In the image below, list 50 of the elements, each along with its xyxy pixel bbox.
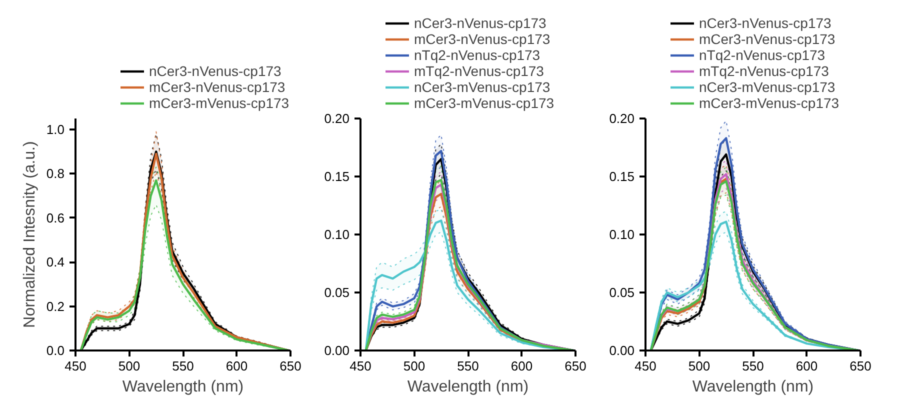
y-tick-label: 0.10 bbox=[324, 227, 350, 242]
legend-label: mCer3-mVenus-cp173 bbox=[414, 95, 554, 111]
x-tick-label: 600 bbox=[796, 358, 818, 374]
x-axis-title: Wavelength (nm) bbox=[692, 378, 814, 396]
legend-label: mCer3-nVenus-cp173 bbox=[699, 31, 836, 47]
y-tick-label: 0.10 bbox=[609, 227, 635, 242]
y-tick-label: 0.0 bbox=[46, 343, 65, 358]
y-tick-label: 0.15 bbox=[609, 169, 635, 184]
x-tick-label: 650 bbox=[850, 358, 872, 374]
x-tick-label: 600 bbox=[510, 358, 533, 374]
x-tick-label: 650 bbox=[280, 358, 302, 374]
legend-label: nCer3-mVenus-cp173 bbox=[699, 79, 836, 95]
x-tick-label: 500 bbox=[403, 358, 426, 374]
y-tick-label: 0.2 bbox=[46, 298, 65, 314]
legend-label: nCer3-nVenus-cp173 bbox=[149, 63, 282, 79]
legend-label: nCer3-nVenus-cp173 bbox=[414, 15, 546, 31]
y-tick-label: 0.05 bbox=[324, 285, 350, 300]
legend-label: mCer3-mVenus-cp173 bbox=[149, 95, 290, 111]
legend-label: nCer3-mVenus-cp173 bbox=[414, 79, 550, 95]
y-tick-label: 0.6 bbox=[46, 210, 65, 226]
y-tick-label: 0.4 bbox=[46, 254, 65, 270]
x-axis-title: Wavelength (nm) bbox=[122, 378, 244, 396]
legend-label: nTq2-nVenus-cp173 bbox=[414, 47, 540, 63]
y-tick-label: 0.20 bbox=[609, 111, 635, 126]
y-tick-label: 0.8 bbox=[46, 166, 65, 182]
y-tick-label: 0.20 bbox=[324, 111, 350, 126]
legend-label: mCer3-nVenus-cp173 bbox=[149, 79, 286, 95]
legend-label: nTq2-nVenus-cp173 bbox=[699, 47, 826, 63]
x-tick-label: 650 bbox=[564, 358, 586, 374]
x-tick-label: 600 bbox=[226, 358, 248, 374]
legend-label: mCer3-nVenus-cp173 bbox=[414, 31, 550, 47]
y-tick-label: 1.0 bbox=[46, 122, 65, 138]
x-tick-label: 450 bbox=[64, 358, 86, 374]
x-tick-label: 450 bbox=[350, 358, 372, 374]
x-tick-label: 550 bbox=[742, 358, 764, 374]
x-tick-label: 500 bbox=[118, 358, 140, 374]
y-tick-label: 0.15 bbox=[324, 169, 350, 184]
x-tick-label: 450 bbox=[634, 358, 656, 374]
y-tick-label: 0.00 bbox=[324, 343, 350, 358]
y-tick-label: 0.00 bbox=[609, 343, 635, 358]
x-tick-label: 550 bbox=[172, 358, 194, 374]
legend-label: mTq2-nVenus-cp173 bbox=[699, 63, 829, 79]
legend-label: nCer3-nVenus-cp173 bbox=[699, 15, 832, 31]
legend-label: mTq2-nVenus-cp173 bbox=[414, 63, 544, 79]
y-axis-title: Normalized Intesnity (a.u.) bbox=[21, 141, 38, 328]
x-axis-title: Wavelength (nm) bbox=[407, 378, 529, 396]
y-tick-label: 0.05 bbox=[609, 285, 635, 300]
x-tick-label: 550 bbox=[457, 358, 479, 374]
legend-label: mCer3-mVenus-cp173 bbox=[699, 95, 840, 111]
x-tick-label: 500 bbox=[688, 358, 710, 374]
